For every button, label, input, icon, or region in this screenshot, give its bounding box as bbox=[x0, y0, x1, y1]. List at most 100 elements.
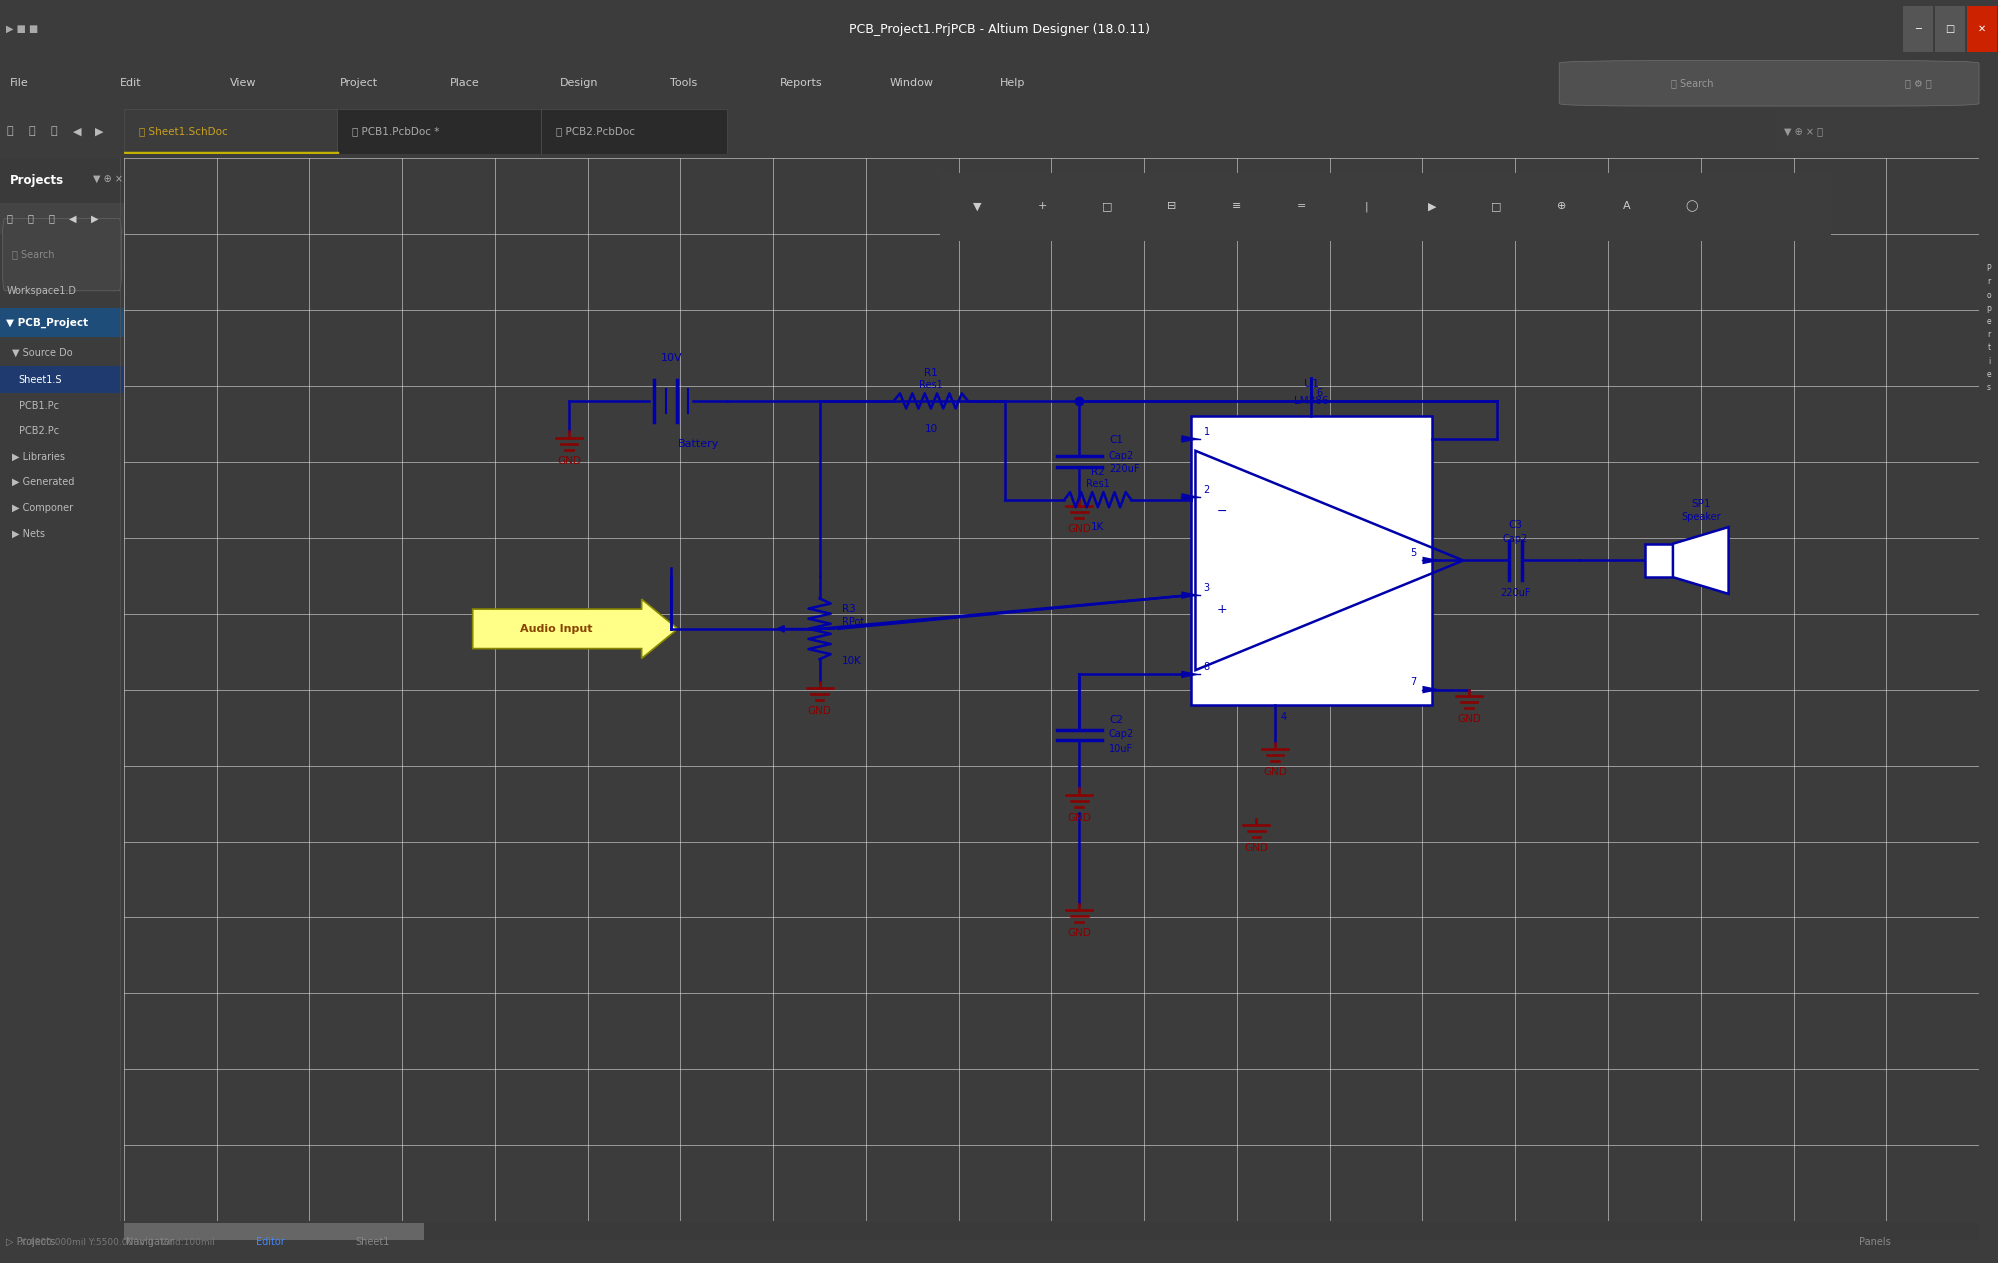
Text: View: View bbox=[230, 78, 256, 88]
Polygon shape bbox=[1181, 436, 1199, 443]
Text: Edit: Edit bbox=[120, 78, 142, 88]
Text: □: □ bbox=[1944, 24, 1954, 34]
Text: R1: R1 bbox=[923, 368, 937, 378]
Text: ✕: ✕ bbox=[1976, 24, 1986, 34]
Text: ▶ Libraries: ▶ Libraries bbox=[12, 452, 66, 462]
Text: ▼ PCB_Project: ▼ PCB_Project bbox=[6, 317, 88, 328]
Text: 4: 4 bbox=[1281, 712, 1287, 722]
Text: Sheet1.S: Sheet1.S bbox=[18, 375, 62, 385]
Text: ▶ ■ ■: ▶ ■ ■ bbox=[6, 24, 38, 34]
Text: ▶ Componer: ▶ Componer bbox=[12, 503, 74, 513]
Text: 🔔 ⚙ 👤: 🔔 ⚙ 👤 bbox=[1904, 78, 1930, 88]
Text: ▼ ⊕ × 🗂: ▼ ⊕ × 🗂 bbox=[1784, 126, 1822, 136]
Text: ▼: ▼ bbox=[973, 202, 981, 211]
Text: GND: GND bbox=[1067, 813, 1091, 822]
Bar bbox=[0, 308, 124, 336]
Bar bbox=[1191, 416, 1431, 705]
Text: File: File bbox=[10, 78, 28, 88]
Text: 2: 2 bbox=[1203, 485, 1209, 495]
Text: 📋: 📋 bbox=[28, 126, 36, 136]
Text: 🔍 Search: 🔍 Search bbox=[12, 250, 54, 260]
Text: ⊕: ⊕ bbox=[1556, 202, 1566, 211]
Text: ▶: ▶ bbox=[1427, 202, 1435, 211]
Bar bbox=[0, 366, 124, 393]
Text: 10uF: 10uF bbox=[1109, 744, 1133, 754]
Text: □: □ bbox=[1101, 202, 1111, 211]
Text: 3: 3 bbox=[1203, 582, 1209, 592]
Text: 8: 8 bbox=[1203, 662, 1209, 672]
Text: ▶: ▶ bbox=[90, 213, 98, 224]
Text: ⊟: ⊟ bbox=[1167, 202, 1177, 211]
Text: +: + bbox=[1217, 604, 1227, 616]
Text: 🖥 PCB2.PcbDoc: 🖥 PCB2.PcbDoc bbox=[555, 126, 635, 136]
Text: GND: GND bbox=[1263, 767, 1287, 777]
Text: ▷ Projects: ▷ Projects bbox=[6, 1238, 56, 1247]
Text: A: A bbox=[1622, 202, 1630, 211]
Bar bbox=[1774, 111, 1978, 152]
Text: Navigator: Navigator bbox=[126, 1238, 174, 1247]
Text: Res1: Res1 bbox=[919, 380, 943, 390]
Text: R2: R2 bbox=[1091, 467, 1105, 477]
Text: 📂: 📂 bbox=[48, 213, 54, 224]
Text: ▼ Source Do: ▼ Source Do bbox=[12, 347, 74, 357]
Text: Cap2: Cap2 bbox=[1109, 451, 1133, 461]
FancyBboxPatch shape bbox=[472, 599, 677, 658]
Text: 10V: 10V bbox=[659, 352, 681, 362]
Text: Project: Project bbox=[340, 78, 378, 88]
Text: Workspace1.D: Workspace1.D bbox=[6, 285, 76, 296]
Text: X:4900.000mil Y:5500.000mil   Grid:100mil: X:4900.000mil Y:5500.000mil Grid:100mil bbox=[20, 1238, 214, 1247]
Text: GND: GND bbox=[1457, 714, 1481, 724]
Bar bbox=[124, 1224, 1978, 1240]
Text: PCB1.Pc: PCB1.Pc bbox=[18, 400, 58, 410]
Text: 🔍 Search: 🔍 Search bbox=[1670, 78, 1712, 88]
Text: PCB2.Pc: PCB2.Pc bbox=[18, 426, 58, 436]
Text: Cap2: Cap2 bbox=[1502, 534, 1526, 544]
Text: C1: C1 bbox=[1109, 436, 1123, 446]
Polygon shape bbox=[1181, 591, 1199, 599]
Text: |: | bbox=[1365, 201, 1369, 212]
Text: Res1: Res1 bbox=[1085, 479, 1109, 489]
Text: 🖥 PCB1.PcbDoc *: 🖥 PCB1.PcbDoc * bbox=[352, 126, 440, 136]
Bar bbox=[1644, 544, 1672, 577]
Text: ◀: ◀ bbox=[70, 213, 76, 224]
Text: 💾: 💾 bbox=[6, 213, 12, 224]
Text: GND: GND bbox=[807, 706, 831, 716]
Text: ≡: ≡ bbox=[1231, 202, 1241, 211]
Text: SP1: SP1 bbox=[1690, 499, 1710, 509]
Text: Panels: Panels bbox=[1858, 1238, 1890, 1247]
Text: 10: 10 bbox=[923, 424, 937, 433]
Text: P
r
o
p
e
r
t
i
e
s: P r o p e r t i e s bbox=[1986, 264, 1990, 392]
Text: −: − bbox=[1217, 505, 1227, 518]
Text: 10K: 10K bbox=[841, 657, 861, 666]
Text: +: + bbox=[1037, 202, 1047, 211]
Text: 📋: 📋 bbox=[28, 213, 34, 224]
Bar bbox=[124, 1224, 424, 1240]
Text: 1K: 1K bbox=[1091, 523, 1105, 533]
Text: 📄 Sheet1.SchDoc: 📄 Sheet1.SchDoc bbox=[138, 126, 228, 136]
Text: PCB_Project1.PrjPCB - Altium Designer (18.0.11): PCB_Project1.PrjPCB - Altium Designer (1… bbox=[849, 23, 1149, 35]
Text: Sheet1: Sheet1 bbox=[356, 1238, 390, 1247]
Text: GND: GND bbox=[1245, 844, 1269, 854]
Text: R3: R3 bbox=[841, 604, 855, 614]
Bar bbox=[124, 109, 338, 154]
Text: Speaker: Speaker bbox=[1680, 513, 1720, 523]
Bar bbox=[1902, 6, 1932, 52]
Text: 5: 5 bbox=[1411, 548, 1417, 558]
Text: □: □ bbox=[1491, 202, 1500, 211]
Text: ─: ─ bbox=[1914, 24, 1920, 34]
FancyBboxPatch shape bbox=[1558, 61, 1978, 106]
Bar bbox=[338, 109, 541, 154]
Text: =: = bbox=[1297, 202, 1307, 211]
Text: Cap2: Cap2 bbox=[1109, 729, 1133, 739]
Text: 1: 1 bbox=[1203, 427, 1209, 437]
Text: Place: Place bbox=[450, 78, 480, 88]
Text: ▼ ⊕ ×: ▼ ⊕ × bbox=[92, 176, 124, 186]
Text: ▶: ▶ bbox=[96, 126, 104, 136]
Polygon shape bbox=[1423, 686, 1441, 693]
Text: LM386: LM386 bbox=[1293, 395, 1329, 405]
Text: GND: GND bbox=[1067, 928, 1091, 938]
Text: Projects: Projects bbox=[10, 174, 64, 187]
Polygon shape bbox=[1423, 557, 1441, 565]
Text: 220uF: 220uF bbox=[1498, 587, 1530, 597]
Text: Reports: Reports bbox=[779, 78, 821, 88]
